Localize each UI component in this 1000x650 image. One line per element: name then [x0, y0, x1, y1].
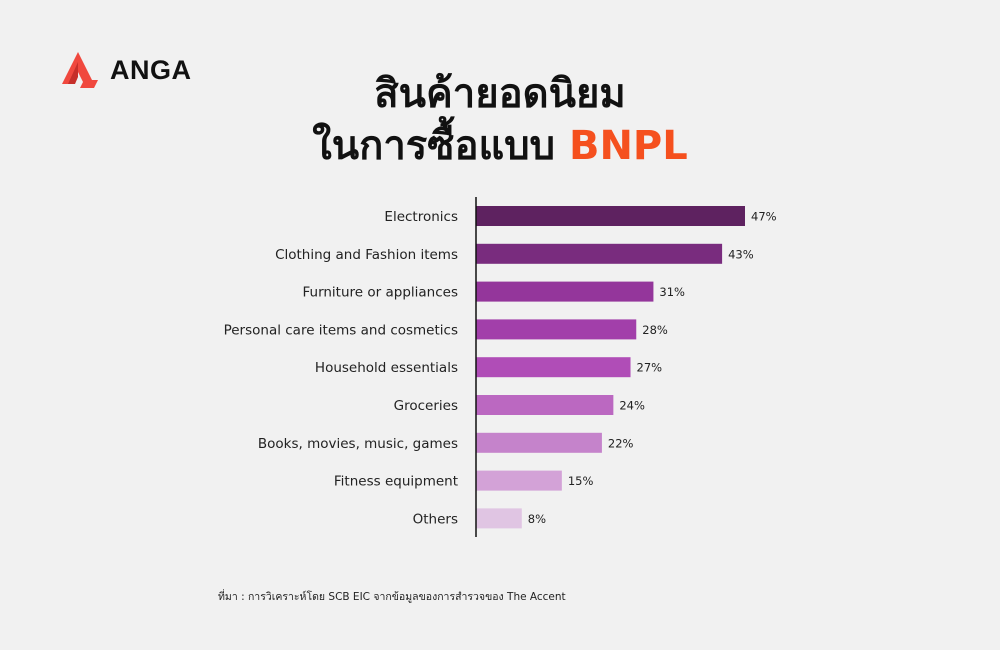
category-label: Clothing and Fashion items — [275, 247, 458, 263]
value-label: 43% — [728, 247, 754, 261]
bar-4 — [476, 357, 631, 378]
bar-2 — [476, 281, 654, 302]
bar-7 — [476, 470, 562, 491]
value-label: 31% — [659, 285, 685, 299]
bar-1 — [476, 243, 723, 264]
value-label: 27% — [637, 361, 663, 375]
category-label: Others — [413, 511, 458, 527]
category-label: Fitness equipment — [334, 474, 458, 490]
category-label: Electronics — [384, 209, 458, 225]
title-line-2-prefix: ในการซื้อแบบ — [312, 123, 556, 169]
category-label: Groceries — [394, 398, 458, 414]
bar-8 — [476, 508, 522, 529]
category-label: Personal care items and cosmetics — [224, 322, 458, 338]
value-label: 28% — [642, 323, 668, 337]
value-label: 15% — [568, 474, 594, 488]
brand-name: ANGA — [110, 54, 192, 85]
category-label: Household essentials — [315, 360, 458, 376]
anga-logo-icon — [62, 52, 98, 88]
value-label: 22% — [608, 436, 634, 450]
value-label: 47% — [751, 210, 777, 224]
title-line-1: สินค้ายอดนิยม — [374, 71, 626, 117]
value-label: 8% — [528, 512, 546, 526]
bar-6 — [476, 432, 602, 453]
bar-0 — [476, 206, 745, 226]
bar-5 — [476, 395, 614, 415]
source-note: ที่มา : การวิเคราะห์โดย SCB EIC จากข้อมู… — [218, 591, 566, 603]
category-label: Furniture or appliances — [302, 285, 458, 301]
page-title: สินค้ายอดนิยม ในการซื้อแบบ BNPL — [0, 68, 1000, 172]
title-line-2: ในการซื้อแบบ BNPL — [0, 120, 1000, 172]
value-label: 24% — [619, 399, 645, 413]
category-label: Books, movies, music, games — [258, 436, 458, 452]
title-accent: BNPL — [568, 123, 688, 169]
brand: ANGA — [58, 50, 192, 90]
bar-3 — [476, 319, 637, 340]
